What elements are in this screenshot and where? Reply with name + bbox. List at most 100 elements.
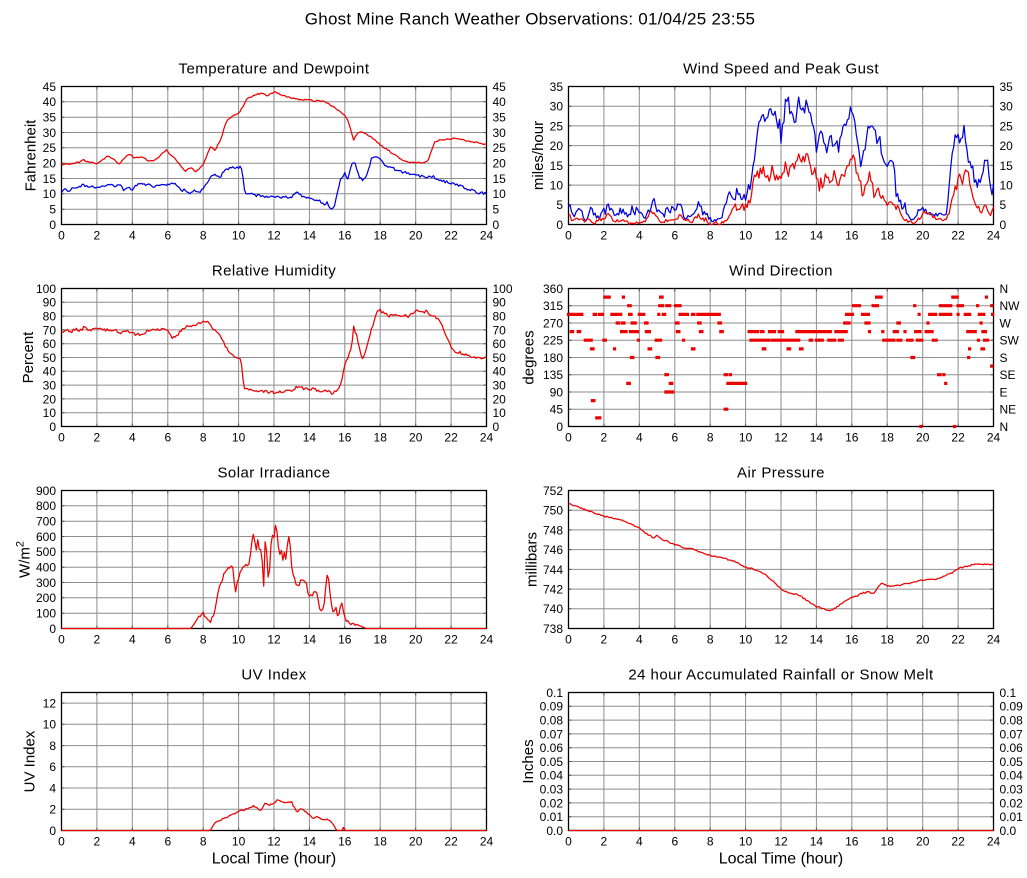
svg-text:0.04: 0.04 — [540, 769, 564, 783]
svg-text:20: 20 — [493, 392, 507, 406]
svg-text:12: 12 — [267, 229, 281, 243]
svg-text:0.06: 0.06 — [1000, 741, 1024, 755]
svg-text:0: 0 — [565, 229, 572, 243]
svg-text:degrees: degrees — [520, 330, 537, 384]
svg-text:5: 5 — [49, 203, 56, 217]
svg-text:2: 2 — [601, 633, 608, 647]
svg-text:18: 18 — [374, 431, 388, 445]
svg-text:N: N — [1000, 282, 1009, 296]
svg-text:14: 14 — [303, 633, 317, 647]
svg-text:0.02: 0.02 — [1000, 796, 1024, 810]
svg-text:14: 14 — [303, 835, 317, 849]
svg-text:2: 2 — [94, 633, 101, 647]
svg-text:70: 70 — [493, 323, 507, 337]
svg-text:16: 16 — [845, 835, 859, 849]
svg-text:10: 10 — [550, 179, 564, 193]
svg-text:35: 35 — [1000, 80, 1014, 94]
svg-text:0: 0 — [58, 835, 65, 849]
svg-text:100: 100 — [36, 607, 56, 621]
svg-text:0.1: 0.1 — [546, 686, 563, 700]
svg-text:24: 24 — [480, 229, 494, 243]
svg-text:25: 25 — [1000, 119, 1014, 133]
svg-text:22: 22 — [444, 431, 458, 445]
svg-text:10: 10 — [232, 835, 246, 849]
svg-text:22: 22 — [951, 633, 965, 647]
svg-text:24: 24 — [480, 633, 494, 647]
svg-text:14: 14 — [810, 835, 824, 849]
svg-text:8: 8 — [707, 835, 714, 849]
svg-text:20: 20 — [1000, 139, 1014, 153]
svg-text:0.01: 0.01 — [540, 810, 564, 824]
svg-text:90: 90 — [493, 296, 507, 310]
svg-text:24: 24 — [987, 835, 1001, 849]
svg-text:20: 20 — [493, 157, 507, 171]
svg-text:20: 20 — [43, 157, 57, 171]
svg-text:18: 18 — [881, 229, 895, 243]
svg-text:20: 20 — [550, 139, 564, 153]
svg-text:22: 22 — [444, 633, 458, 647]
svg-text:2: 2 — [94, 431, 101, 445]
svg-text:270: 270 — [543, 316, 563, 330]
svg-text:10: 10 — [232, 431, 246, 445]
svg-text:8: 8 — [707, 229, 714, 243]
svg-text:45: 45 — [493, 80, 507, 94]
svg-text:18: 18 — [881, 431, 895, 445]
svg-text:20: 20 — [916, 633, 930, 647]
svg-text:742: 742 — [543, 583, 563, 597]
svg-text:8: 8 — [707, 633, 714, 647]
svg-text:20: 20 — [43, 392, 57, 406]
svg-text:2: 2 — [601, 229, 608, 243]
svg-text:90: 90 — [43, 296, 57, 310]
svg-text:800: 800 — [36, 499, 56, 513]
svg-text:NW: NW — [1000, 299, 1021, 313]
svg-text:30: 30 — [43, 126, 57, 140]
svg-text:6: 6 — [49, 760, 56, 774]
svg-text:15: 15 — [493, 172, 507, 186]
svg-text:miles/hour: miles/hour — [530, 121, 547, 190]
svg-text:0: 0 — [58, 431, 65, 445]
svg-text:20: 20 — [409, 835, 423, 849]
svg-text:16: 16 — [338, 431, 352, 445]
svg-text:18: 18 — [374, 633, 388, 647]
svg-text:30: 30 — [43, 379, 57, 393]
svg-text:12: 12 — [267, 633, 281, 647]
svg-text:0: 0 — [556, 420, 563, 434]
svg-text:0.05: 0.05 — [1000, 755, 1024, 769]
svg-text:20: 20 — [916, 431, 930, 445]
svg-text:700: 700 — [36, 515, 56, 529]
svg-text:6: 6 — [671, 633, 678, 647]
svg-text:50: 50 — [493, 351, 507, 365]
svg-text:25: 25 — [43, 141, 57, 155]
svg-text:Local Time (hour): Local Time (hour) — [719, 851, 844, 868]
svg-text:750: 750 — [543, 504, 563, 518]
svg-text:22: 22 — [444, 229, 458, 243]
svg-text:20: 20 — [409, 633, 423, 647]
svg-text:0: 0 — [565, 835, 572, 849]
svg-text:0.03: 0.03 — [540, 783, 564, 797]
svg-text:0.07: 0.07 — [540, 727, 564, 741]
svg-text:0.04: 0.04 — [1000, 769, 1024, 783]
svg-text:738: 738 — [543, 622, 563, 636]
svg-text:4: 4 — [49, 781, 56, 795]
svg-text:50: 50 — [43, 351, 57, 365]
svg-text:0: 0 — [1000, 218, 1007, 232]
svg-text:740: 740 — [543, 602, 563, 616]
svg-text:18: 18 — [374, 229, 388, 243]
svg-text:0: 0 — [565, 633, 572, 647]
svg-text:0: 0 — [49, 824, 56, 838]
svg-text:16: 16 — [338, 633, 352, 647]
svg-text:2: 2 — [601, 431, 608, 445]
svg-text:10: 10 — [232, 229, 246, 243]
svg-text:Wind Direction: Wind Direction — [729, 262, 833, 279]
svg-text:22: 22 — [951, 229, 965, 243]
svg-text:8: 8 — [49, 739, 56, 753]
svg-text:18: 18 — [881, 835, 895, 849]
svg-text:0: 0 — [58, 633, 65, 647]
svg-text:70: 70 — [43, 323, 57, 337]
svg-text:315: 315 — [543, 299, 563, 313]
svg-text:12: 12 — [774, 835, 788, 849]
svg-text:14: 14 — [303, 431, 317, 445]
svg-text:0.0: 0.0 — [1000, 824, 1017, 838]
svg-text:0.09: 0.09 — [540, 700, 564, 714]
svg-text:8: 8 — [707, 431, 714, 445]
